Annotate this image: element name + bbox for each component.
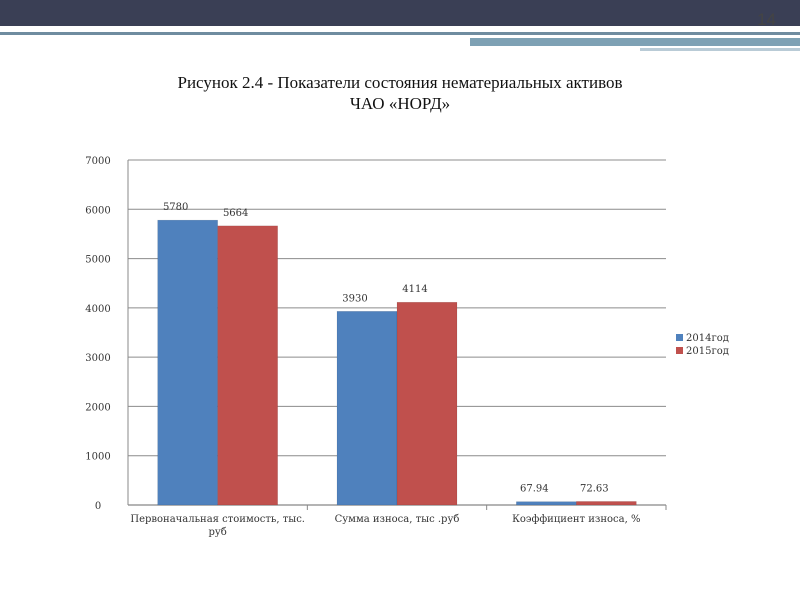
legend-swatch — [676, 334, 683, 341]
legend-label: 2015год — [686, 346, 729, 357]
bar-2015 — [576, 501, 637, 506]
x-category-label: Первоначальная стоимость, тыс. — [130, 514, 305, 525]
data-label: 4114 — [402, 284, 427, 295]
bar-2015 — [396, 301, 458, 506]
y-tick-label: 3000 — [85, 353, 110, 364]
x-category-label: Коэффициент износа, % — [512, 514, 640, 525]
y-tick-label: 6000 — [85, 205, 110, 216]
header-stripe — [0, 32, 800, 35]
y-tick-label: 4000 — [85, 304, 110, 315]
slide-title-line2: ЧАО «НОРД» — [349, 94, 451, 113]
slide-title-line1: Рисунок 2.4 - Показатели состояния немат… — [177, 73, 623, 92]
header-band — [0, 0, 800, 26]
bar-2014 — [516, 501, 577, 506]
header-stripe-thin — [640, 48, 800, 51]
y-tick-label: 5000 — [85, 255, 110, 266]
slide-number: 14 — [757, 10, 776, 29]
y-tick-label: 1000 — [85, 452, 110, 463]
slide-title: Рисунок 2.4 - Показатели состояния немат… — [60, 72, 740, 114]
bar-2014 — [157, 219, 218, 506]
y-tick-label: 0 — [95, 501, 101, 512]
y-tick-label: 7000 — [85, 156, 110, 167]
legend-swatch — [676, 347, 683, 354]
bar-2015 — [217, 225, 278, 506]
y-tick-label: 2000 — [85, 402, 110, 413]
bar-2014 — [336, 311, 398, 506]
data-label: 5780 — [163, 202, 188, 213]
data-label: 3930 — [342, 293, 367, 304]
data-label: 67.94 — [520, 484, 549, 495]
x-category-label: руб — [209, 527, 227, 538]
x-category-label: Сумма износа, тыс .руб — [335, 514, 460, 525]
data-label: 72.63 — [580, 483, 609, 494]
legend-label: 2014год — [686, 333, 729, 344]
data-label: 5664 — [223, 208, 248, 219]
header-stripe-accent — [470, 38, 800, 46]
